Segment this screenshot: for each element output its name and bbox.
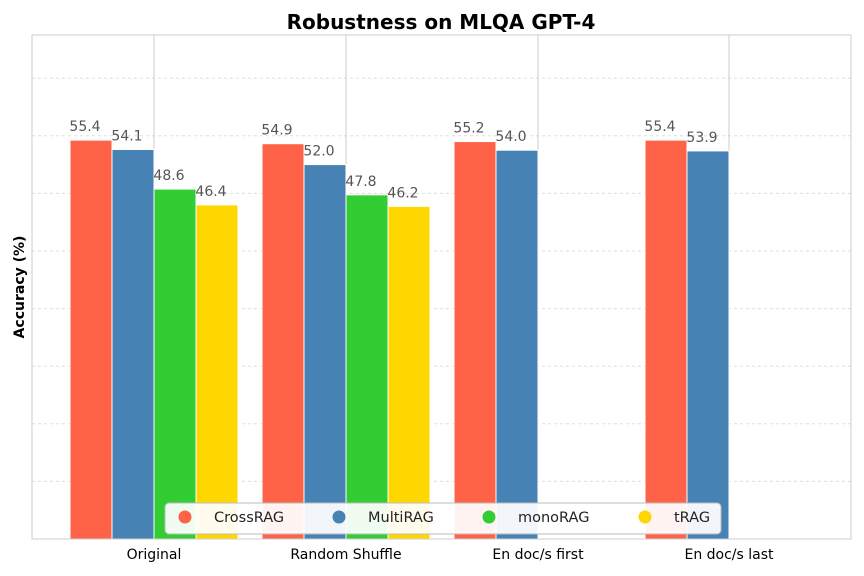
data-label-crossrag: 55.4 xyxy=(644,119,675,135)
legend-label-monorag: monoRAG xyxy=(518,510,589,526)
bar-trag xyxy=(195,204,239,540)
data-label-crossrag: 54.9 xyxy=(261,123,292,139)
x-tick-label: En doc/s first xyxy=(492,547,584,563)
data-label-crossrag: 55.4 xyxy=(69,119,100,135)
legend-label-multirag: MultiRAG xyxy=(368,510,434,526)
bar-crossrag xyxy=(644,139,688,540)
legend-box xyxy=(164,502,722,535)
data-label-multirag: 53.9 xyxy=(686,130,717,146)
bar-monorag xyxy=(153,188,197,540)
bar-multirag xyxy=(686,150,730,540)
data-label-multirag: 54.0 xyxy=(495,129,526,145)
bar-trag xyxy=(387,205,431,540)
legend-marker-multirag xyxy=(332,510,346,524)
legend-label-crossrag: CrossRAG xyxy=(214,510,284,526)
bars-layer xyxy=(69,139,730,540)
bar-crossrag xyxy=(261,143,305,540)
legend-marker-trag xyxy=(638,510,652,524)
x-tick-label: Random Shuffle xyxy=(290,547,401,563)
legend-marker-monorag xyxy=(482,510,496,524)
legend-marker-crossrag xyxy=(178,510,192,524)
bar-monorag xyxy=(345,194,389,540)
data-label-multirag: 54.1 xyxy=(111,128,142,144)
legend: CrossRAG MultiRAG monoRAG tRAG xyxy=(164,502,722,535)
data-label-crossrag: 55.2 xyxy=(453,121,484,137)
data-label-multirag: 52.0 xyxy=(303,144,334,160)
x-tick-labels: Original Random Shuffle En doc/s first En d… xyxy=(127,547,774,563)
value-labels-layer: 55.4 54.9 55.2 55.4 54.1 52.0 54.0 53.9 48.6 47.8… xyxy=(69,119,717,201)
y-axis-label: Accuracy (%) xyxy=(12,236,28,339)
data-label-monorag: 48.6 xyxy=(153,168,184,184)
bar-multirag xyxy=(303,164,347,540)
x-tick-label: En doc/s last xyxy=(684,547,774,563)
bar-crossrag xyxy=(69,139,113,540)
data-label-trag: 46.2 xyxy=(387,185,418,201)
bar-multirag xyxy=(495,149,539,540)
legend-label-trag: tRAG xyxy=(674,510,710,526)
bar-multirag xyxy=(111,148,155,540)
data-label-trag: 46.4 xyxy=(195,184,226,200)
plot-frame xyxy=(31,34,852,540)
x-tick-label: Original xyxy=(127,547,182,563)
data-label-monorag: 47.8 xyxy=(345,174,376,190)
bar-crossrag xyxy=(453,141,497,540)
chart-title: Robustness on MLQA GPT-4 xyxy=(287,10,596,34)
